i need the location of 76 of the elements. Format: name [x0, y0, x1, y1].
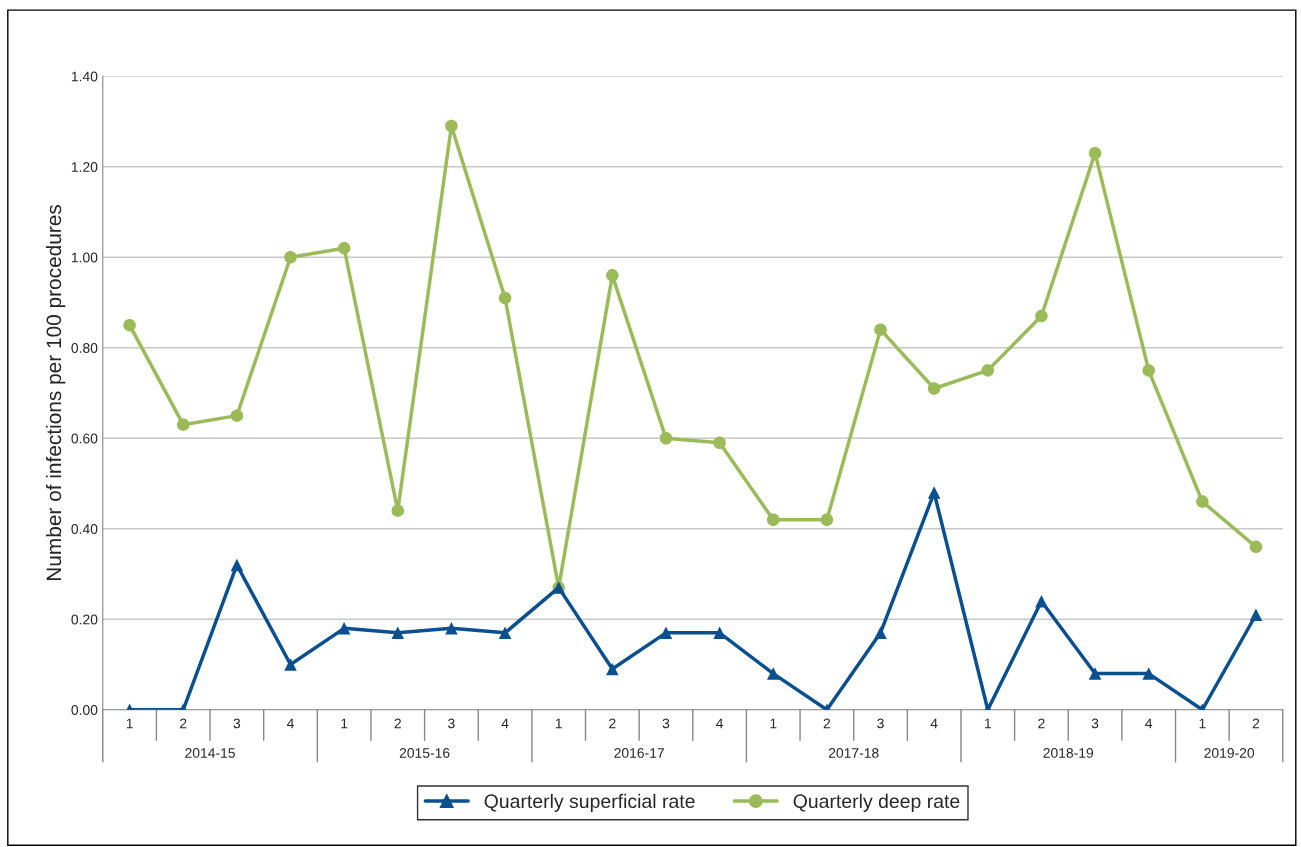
y-tick-label: 0.00 [71, 705, 98, 715]
x-tick-label: 2 [1252, 718, 1260, 729]
x-tick-label: 1 [1199, 718, 1206, 729]
point [1088, 667, 1102, 680]
x-tick-label: 3 [448, 718, 455, 729]
text: 2014-15 [185, 748, 235, 758]
y-axis-title: Number of infections per 100 procedures [45, 204, 66, 581]
y-tick-label: 1.20 [71, 162, 98, 172]
point [659, 432, 673, 445]
point [445, 622, 458, 635]
x-tick-label: 1 [341, 718, 348, 729]
y-tick-label: 0.80 [71, 343, 98, 353]
x-tick-label: 2 [609, 718, 616, 729]
x-tick-label: 3 [662, 718, 670, 729]
point [766, 513, 780, 526]
point [123, 318, 136, 332]
point [445, 119, 458, 133]
x-tick-label: 2 [1038, 718, 1045, 729]
y-tick-label: 1.40 [71, 71, 98, 82]
text: 2016-17 [614, 748, 664, 758]
point [284, 658, 297, 671]
x-tick-label: 2 [180, 718, 187, 729]
x-tick-label: 4 [1145, 718, 1153, 729]
point [874, 626, 887, 640]
point [1196, 495, 1209, 508]
point [337, 622, 351, 635]
point [391, 504, 405, 517]
point [606, 662, 619, 676]
point [874, 323, 887, 336]
point [284, 251, 297, 264]
x-tick-label: 3 [233, 718, 241, 729]
point [713, 626, 726, 640]
text: 2019-20 [1204, 748, 1255, 758]
point [713, 436, 726, 450]
x-tick-label: 2 [823, 718, 831, 729]
text: 2017-18 [828, 748, 879, 758]
point [1142, 667, 1155, 680]
x-tick-label: 1 [770, 718, 777, 729]
point [230, 409, 244, 422]
x-tick-label: 2 [394, 718, 401, 729]
point [230, 558, 244, 572]
point [927, 382, 941, 395]
point [498, 626, 512, 640]
x-tick-label: 1 [555, 718, 562, 729]
point [981, 364, 995, 377]
x-tick-label: 1 [984, 718, 991, 729]
point [498, 291, 512, 305]
x-tick-label: 3 [877, 718, 884, 729]
y-tick-label: 0.20 [71, 614, 98, 625]
x-tick-label: 4 [501, 718, 509, 729]
x-tick-label: 4 [930, 718, 938, 729]
point [1035, 594, 1048, 608]
text: 2018-19 [1043, 748, 1094, 758]
point [1088, 146, 1102, 160]
y-tick-label: 0.60 [71, 433, 98, 444]
point [1142, 364, 1155, 377]
point [606, 269, 619, 282]
point [927, 486, 941, 499]
point [766, 667, 780, 680]
x-tick-label: 4 [716, 718, 724, 729]
point [1249, 540, 1263, 554]
point [1249, 608, 1263, 621]
point [391, 626, 405, 640]
x-tick-label: 4 [286, 718, 294, 729]
y-tick-label: 1.00 [71, 252, 98, 263]
point [176, 418, 190, 431]
x-tick-label: 1 [126, 718, 133, 729]
point [337, 241, 351, 255]
legend-label: Quarterly deep rate [793, 793, 960, 812]
point [820, 513, 834, 526]
x-tick-label: 3 [1091, 718, 1099, 729]
text: 2015-16 [399, 748, 450, 758]
legend-label: Quarterly superficial rate [484, 793, 695, 812]
point [1035, 309, 1048, 323]
y-tick-label: 0.40 [71, 524, 98, 534]
point [659, 626, 673, 640]
